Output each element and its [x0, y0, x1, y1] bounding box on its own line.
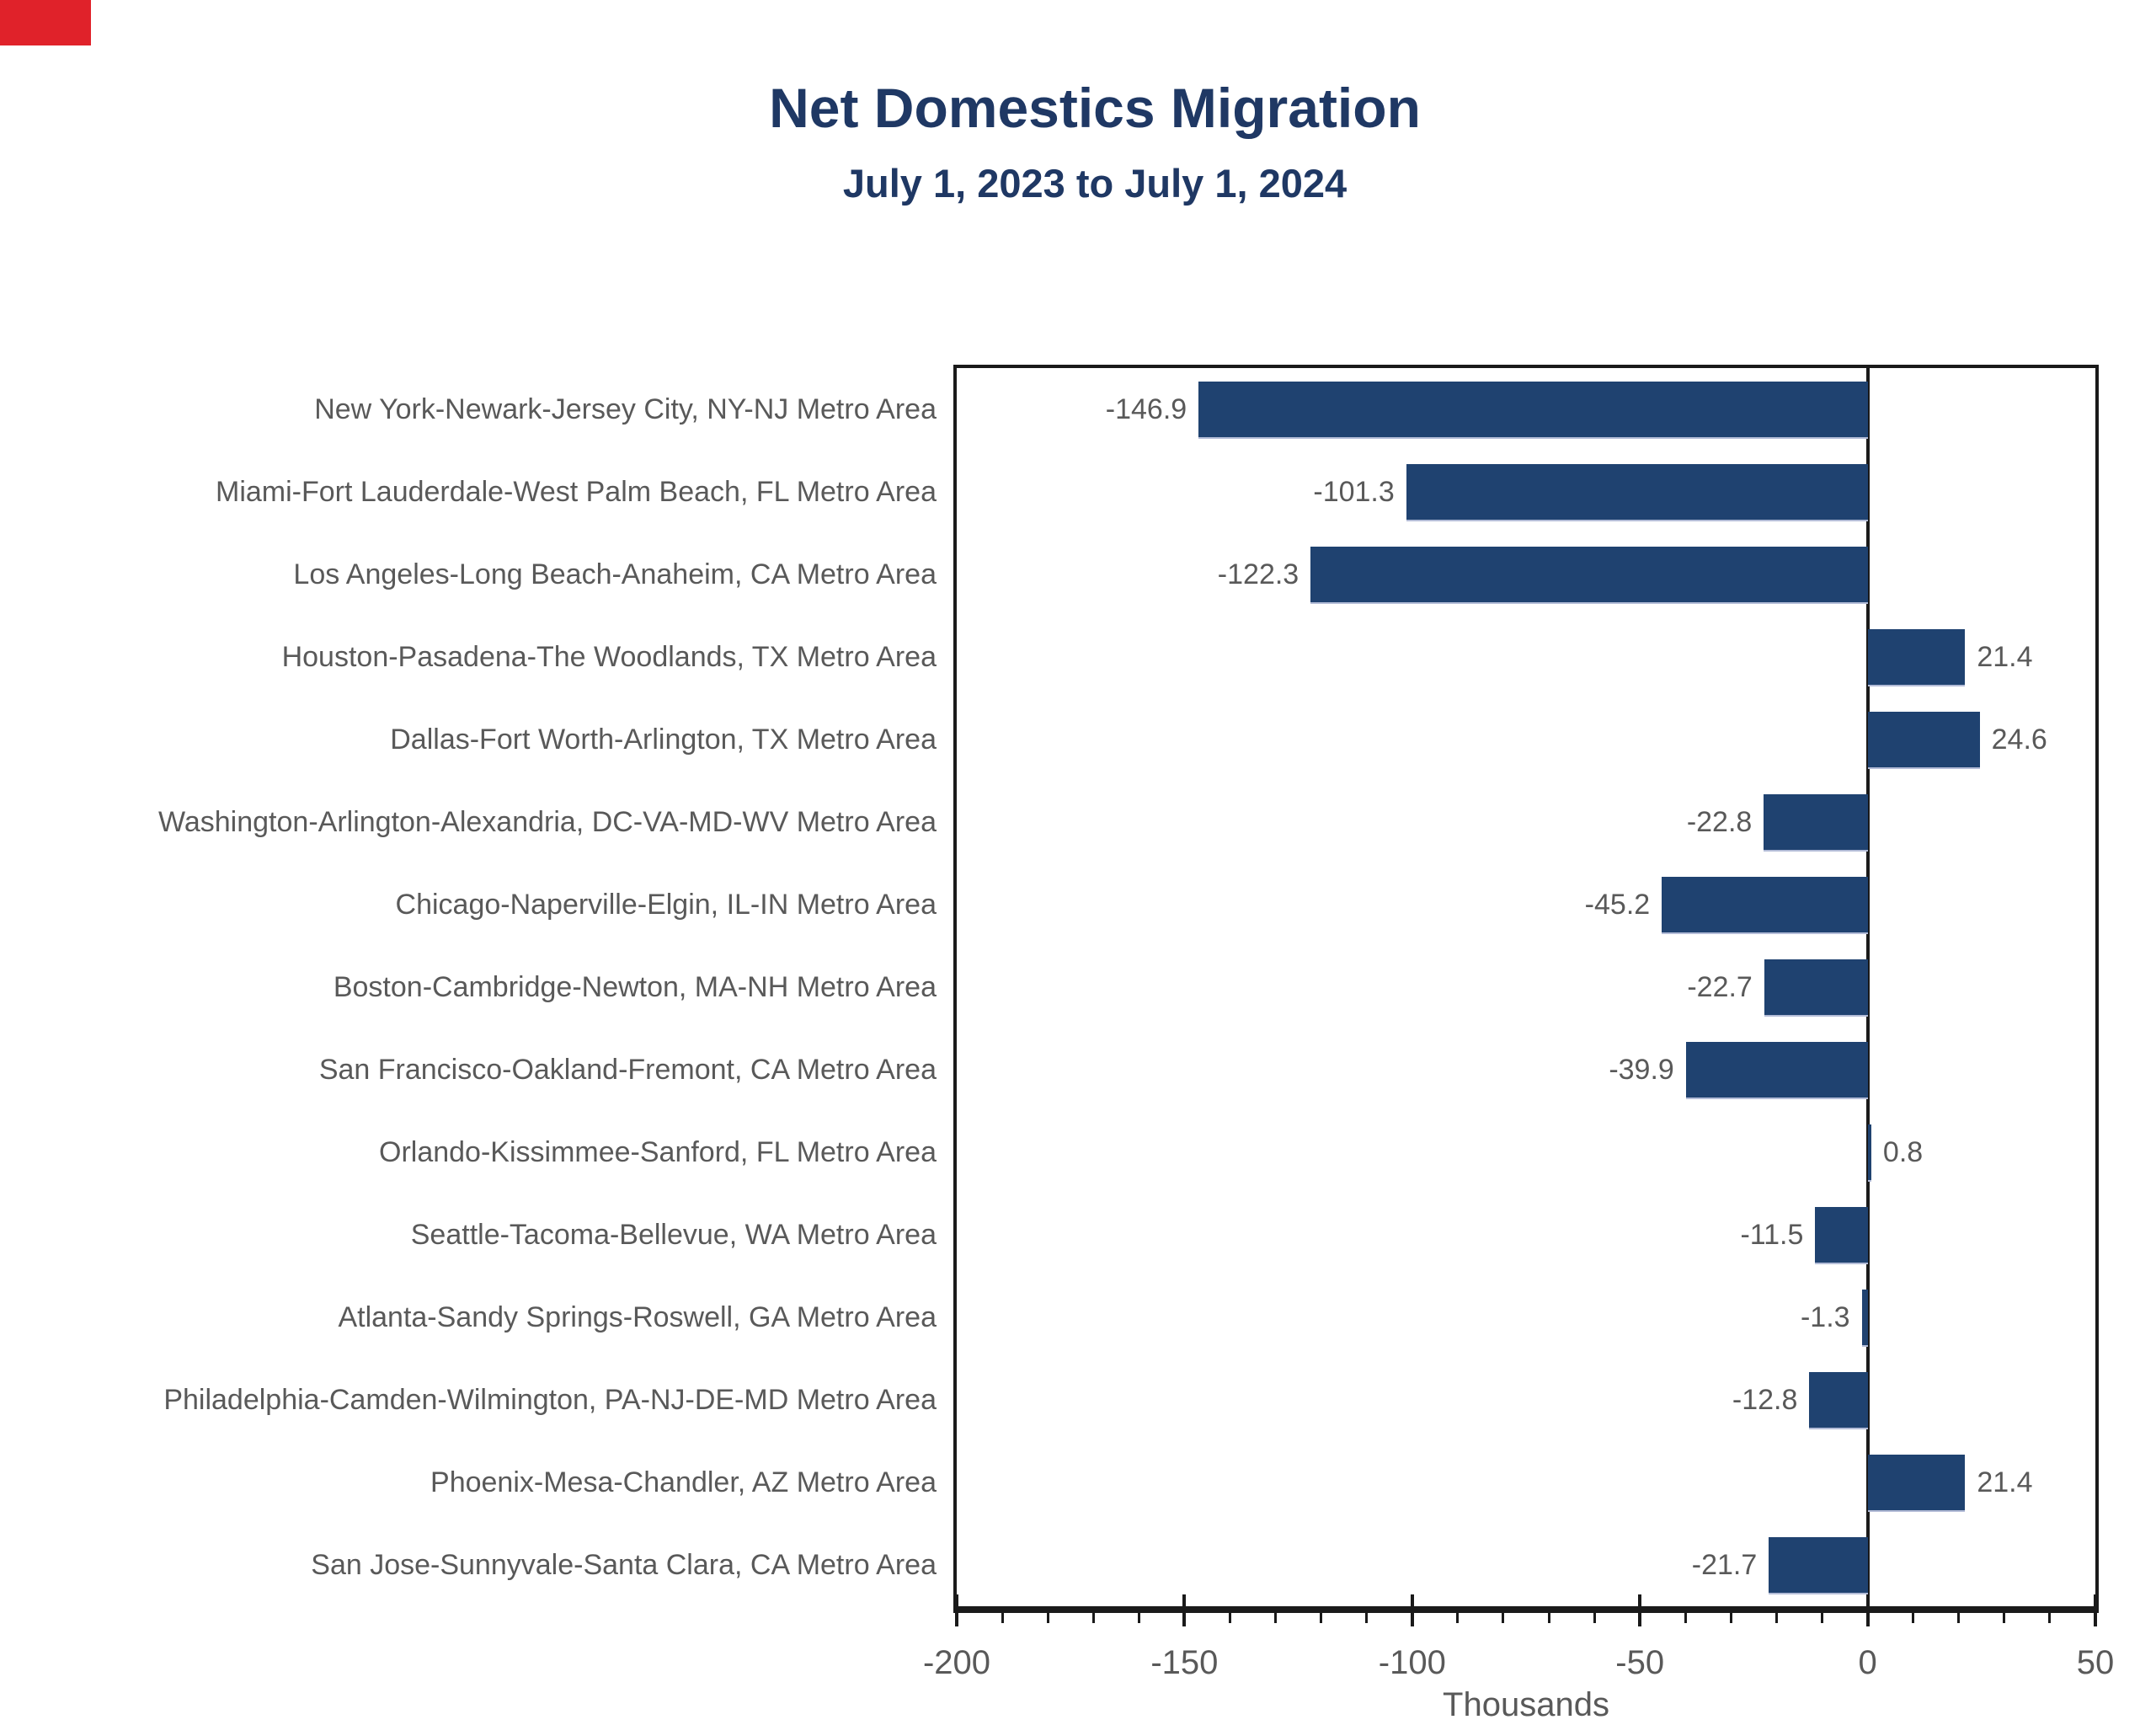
value-label: -122.3 [1217, 558, 1299, 590]
x-minor-tick [1320, 1613, 1323, 1623]
bar [1685, 1042, 1868, 1099]
value-label: -22.8 [1686, 806, 1753, 838]
category-label: Orlando-Kissimmee-Sanford, FL Metro Area [379, 1136, 937, 1168]
bar [1764, 794, 1868, 852]
x-minor-tick [1001, 1613, 1004, 1623]
x-minor-tick [1593, 1613, 1596, 1623]
category-label: New York-Newark-Jersey City, NY-NJ Metro… [314, 393, 937, 425]
x-tick-label: 0 [1858, 1644, 1877, 1681]
bar [1198, 382, 1868, 439]
x-minor-tick [1137, 1613, 1140, 1623]
x-minor-tick [2003, 1613, 2006, 1623]
x-tick-label: -150 [1150, 1644, 1219, 1681]
category-label: Dallas-Fort Worth-Arlington, TX Metro Ar… [390, 724, 937, 756]
red-corner-marker [0, 0, 91, 45]
x-minor-tick [1456, 1613, 1460, 1623]
value-label: 0.8 [1882, 1136, 1924, 1168]
bar [1662, 877, 1868, 934]
category-label: Phoenix-Mesa-Chandler, AZ Metro Area [430, 1466, 937, 1498]
x-major-tick [1865, 1594, 1870, 1626]
bar [1867, 1455, 1966, 1512]
bar [1867, 1124, 1871, 1182]
value-label: 24.6 [1991, 724, 2047, 756]
value-label: -1.3 [1800, 1301, 1850, 1333]
x-minor-tick [2048, 1613, 2052, 1623]
x-major-tick [1638, 1594, 1642, 1626]
value-label: -12.8 [1732, 1384, 1798, 1416]
category-label: Chicago-Naperville-Elgin, IL-IN Metro Ar… [395, 889, 937, 921]
x-tick-label: -200 [922, 1644, 991, 1681]
x-minor-tick [1729, 1613, 1732, 1623]
chart-title: Net Domestics Migration [769, 77, 1421, 139]
x-minor-tick [1365, 1613, 1369, 1623]
bar [1809, 1372, 1868, 1429]
x-major-tick [955, 1594, 958, 1626]
x-major-tick [1182, 1594, 1187, 1626]
x-minor-tick [1774, 1613, 1778, 1623]
value-label: -21.7 [1691, 1549, 1758, 1581]
x-major-tick [2094, 1594, 2097, 1626]
category-label: Seattle-Tacoma-Bellevue, WA Metro Area [410, 1219, 937, 1251]
x-minor-tick [1547, 1613, 1550, 1623]
x-major-tick [1410, 1594, 1414, 1626]
x-minor-tick [1912, 1613, 1915, 1623]
bar [1815, 1207, 1868, 1264]
bar [1861, 1290, 1868, 1347]
value-label: -146.9 [1105, 393, 1187, 425]
x-minor-tick [1502, 1613, 1505, 1623]
category-label: Boston-Cambridge-Newton, MA-NH Metro Are… [333, 971, 937, 1003]
x-tick-label: 50 [2076, 1644, 2115, 1681]
x-minor-tick [1046, 1613, 1049, 1623]
value-label: 21.4 [1977, 1466, 2033, 1498]
x-tick-label: -50 [1615, 1644, 1665, 1681]
value-label: -11.5 [1740, 1219, 1804, 1251]
value-label: -101.3 [1313, 476, 1395, 508]
value-label: -22.7 [1687, 971, 1753, 1003]
category-label: Atlanta-Sandy Springs-Roswell, GA Metro … [338, 1301, 937, 1333]
category-label: San Francisco-Oakland-Fremont, CA Metro … [318, 1054, 937, 1086]
x-minor-tick [1821, 1613, 1824, 1623]
zero-baseline [1865, 368, 1870, 1606]
x-minor-tick [1274, 1613, 1278, 1623]
category-label: San Jose-Sunnyvale-Santa Clara, CA Metro… [311, 1549, 937, 1581]
x-axis-title: Thousands [1443, 1686, 1609, 1723]
x-minor-tick [1091, 1613, 1095, 1623]
bar [1764, 959, 1868, 1017]
x-minor-tick [1957, 1613, 1961, 1623]
category-label: Miami-Fort Lauderdale-West Palm Beach, F… [216, 476, 937, 508]
category-label: Philadelphia-Camden-Wilmington, PA-NJ-DE… [163, 1384, 937, 1416]
chart-subtitle: July 1, 2023 to July 1, 2024 [842, 161, 1348, 206]
bar [1310, 547, 1868, 604]
x-minor-tick [1228, 1613, 1231, 1623]
value-label: -45.2 [1584, 889, 1651, 921]
bar [1406, 464, 1868, 521]
x-minor-tick [1684, 1613, 1687, 1623]
bar [1769, 1537, 1868, 1594]
value-label: -39.9 [1609, 1054, 1674, 1086]
category-label: Houston-Pasadena-The Woodlands, TX Metro… [281, 641, 937, 673]
bar [1867, 712, 1980, 769]
x-tick-label: -100 [1378, 1644, 1446, 1681]
bar [1867, 629, 1966, 686]
category-label: Washington-Arlington-Alexandria, DC-VA-M… [158, 806, 937, 838]
value-label: 21.4 [1977, 641, 2033, 673]
plot-area [953, 365, 2099, 1613]
category-label: Los Angeles-Long Beach-Anaheim, CA Metro… [293, 558, 937, 590]
